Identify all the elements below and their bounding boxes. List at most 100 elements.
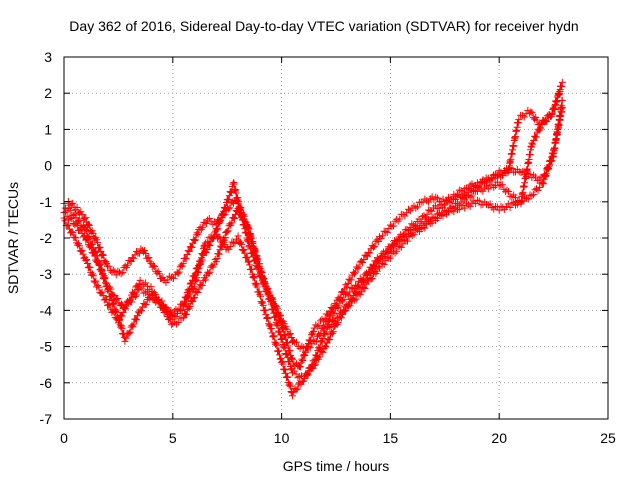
data-point (450, 195, 458, 203)
data-point (237, 204, 245, 212)
data-point (498, 171, 506, 179)
data-point (417, 217, 425, 225)
y-tick-label: -4 (40, 302, 53, 318)
data-point (98, 251, 106, 259)
data-point (461, 204, 469, 212)
data-point (283, 350, 291, 358)
data-point (410, 231, 418, 239)
data-point (295, 362, 303, 370)
data-point (358, 276, 366, 284)
data-point (369, 243, 377, 251)
data-point (288, 392, 296, 400)
data-point (387, 244, 395, 252)
data-point (142, 249, 150, 257)
data-point (325, 316, 333, 324)
data-point (202, 220, 210, 228)
data-point (355, 277, 363, 285)
data-point (135, 280, 143, 288)
data-point (186, 302, 194, 310)
data-point (105, 262, 113, 270)
data-point (366, 249, 374, 257)
data-point (278, 335, 286, 343)
data-point (182, 310, 190, 318)
data-point (528, 192, 536, 200)
data-point (269, 332, 277, 340)
data-point (326, 324, 334, 332)
data-point (486, 177, 494, 185)
y-tick-label: -1 (40, 194, 53, 210)
data-point (178, 306, 186, 314)
data-point (555, 89, 563, 97)
data-point (194, 268, 202, 276)
data-point (270, 333, 278, 341)
data-point (261, 278, 269, 286)
data-point (182, 255, 190, 263)
data-point (181, 300, 189, 308)
data-point (301, 352, 309, 360)
data-point (154, 296, 162, 304)
data-point (223, 244, 231, 252)
data-point (390, 237, 398, 245)
data-point (356, 274, 364, 282)
data-point (462, 191, 470, 199)
data-point (77, 208, 85, 216)
data-point (167, 316, 175, 324)
data-point (558, 104, 566, 112)
data-point (92, 277, 100, 285)
data-point (253, 283, 261, 291)
data-point (242, 219, 250, 227)
data-point (290, 337, 298, 345)
data-point (88, 270, 96, 278)
data-point (252, 280, 260, 288)
data-point (280, 320, 288, 328)
x-tick-label: 15 (383, 430, 399, 446)
data-point (104, 285, 112, 293)
data-point (466, 185, 474, 193)
data-point (405, 205, 413, 213)
data-point (386, 254, 394, 262)
data-point (411, 222, 419, 230)
data-point (398, 232, 406, 240)
data-point (105, 288, 113, 296)
data-point (484, 185, 492, 193)
data-point (281, 365, 289, 373)
data-point (99, 251, 107, 259)
data-point (419, 223, 427, 231)
data-point (92, 248, 100, 256)
data-point (111, 307, 119, 315)
data-point (545, 162, 553, 170)
data-point (286, 358, 294, 366)
data-point (310, 362, 318, 370)
data-point (149, 262, 157, 270)
data-point (286, 382, 294, 390)
data-point (310, 327, 318, 335)
data-point (142, 300, 150, 308)
data-point (440, 201, 448, 209)
data-point (234, 200, 242, 208)
data-point (316, 353, 324, 361)
data-point (225, 192, 233, 200)
data-point (91, 247, 99, 255)
data-point (428, 207, 436, 215)
data-point (464, 201, 472, 209)
y-tick-label: -3 (40, 266, 53, 282)
data-point (280, 366, 288, 374)
data-point (466, 193, 474, 201)
data-point (236, 240, 244, 248)
data-point (254, 255, 262, 263)
data-point (269, 295, 277, 303)
data-point (417, 225, 425, 233)
data-point (82, 256, 90, 264)
data-point (355, 263, 363, 271)
data-point (547, 157, 555, 165)
data-point (263, 313, 271, 321)
data-point (126, 296, 134, 304)
data-point (339, 297, 347, 305)
data-point (475, 197, 483, 205)
data-point (85, 221, 93, 229)
data-point (258, 268, 266, 276)
data-point (251, 279, 259, 287)
data-point (169, 274, 177, 282)
data-point (365, 268, 373, 276)
data-point (259, 298, 267, 306)
